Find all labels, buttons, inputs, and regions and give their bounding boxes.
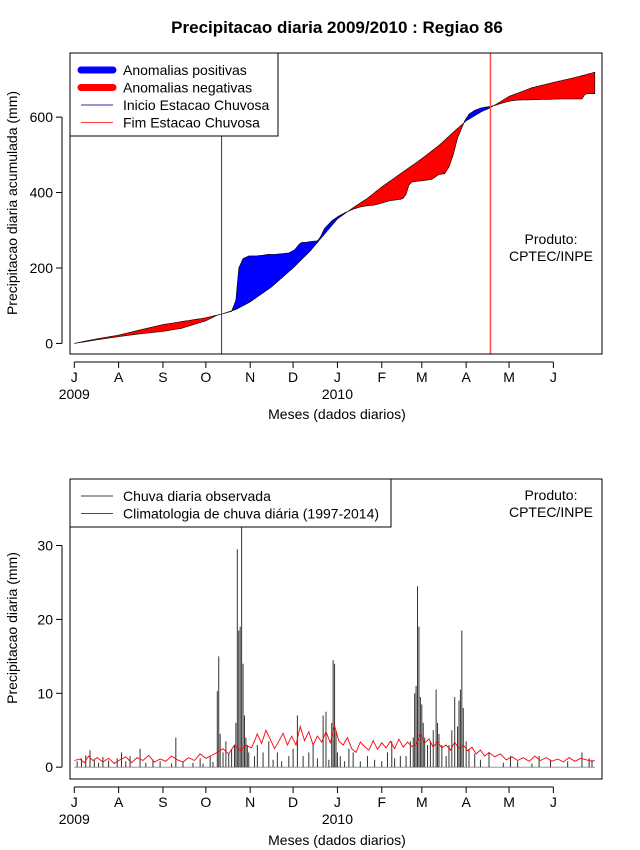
legend-label: Anomalias negativas [123, 80, 252, 96]
x-tick-label: M [503, 369, 515, 385]
legend-label: Inicio Estacao Chuvosa [123, 97, 270, 113]
legend-accumulated: Anomalias positivas Anomalias negativasIn… [69, 52, 279, 137]
x-tick-label: O [200, 369, 211, 385]
year-label: 2010 [322, 386, 353, 402]
x-tick-label: D [288, 794, 298, 810]
x-tick-label: F [377, 794, 386, 810]
year-label: 2009 [59, 386, 90, 402]
legend-label: Anomalias positivas [123, 62, 247, 78]
x-tick-label: O [200, 794, 211, 810]
x-tick-label: A [461, 794, 471, 810]
negative-anomaly-area [348, 120, 466, 212]
y-axis-label-accumulated: Precipitacao diaria acumulada (mm) [4, 91, 20, 315]
year-label: 2010 [322, 811, 353, 827]
positive-anomaly-area [232, 210, 350, 311]
x-tick-label: A [114, 794, 124, 810]
legend-label: Fim Estacao Chuvosa [123, 115, 260, 131]
negative-anomaly-area [75, 313, 222, 344]
x-tick-label: F [377, 369, 386, 385]
y-tick-label: 0 [45, 759, 53, 775]
x-tick-label: J [334, 794, 341, 810]
annotation-line: CPTEC/INPE [509, 248, 593, 264]
x-tick-label: D [288, 369, 298, 385]
x-tick-label: A [461, 369, 471, 385]
legend-daily: Chuva diaria observada Climatologia de ch… [69, 478, 392, 528]
x-tick-label: J [334, 369, 341, 385]
y-tick-label: 200 [30, 260, 54, 276]
annotation-line: Produto: [525, 487, 578, 503]
panel-accumulated: Precipitacao diaria 2009/2010 : Regiao 8… [4, 18, 603, 422]
x-axis-label-daily: Meses (dados diarios) [268, 832, 406, 848]
x-tick-label: N [245, 794, 255, 810]
plot-frame-accumulated [69, 52, 603, 355]
y-axis-label-daily: Precipitacao diaria (mm) [4, 552, 20, 704]
x-tick-label: J [71, 794, 78, 810]
chart-title: Precipitacao diaria 2009/2010 : Regiao 8… [171, 18, 503, 37]
x-tick-label: J [550, 369, 557, 385]
y-tick-label: 600 [30, 109, 54, 125]
negative-anomaly-area [494, 71, 596, 106]
annotation-line: CPTEC/INPE [509, 504, 593, 520]
y-tick-label: 0 [45, 335, 53, 351]
x-tick-label: J [550, 794, 557, 810]
annotation-line: Produto: [525, 231, 578, 247]
x-axis-label-accumulated: Meses (dados diarios) [268, 406, 406, 422]
x-tick-label: M [416, 794, 428, 810]
y-tick-label: 10 [37, 685, 53, 701]
x-tick-label: A [114, 369, 124, 385]
x-tick-label: N [245, 369, 255, 385]
product-annotation-daily: Produto: CPTEC/INPE [509, 487, 593, 520]
product-annotation-accumulated: Produto: CPTEC/INPE [509, 231, 593, 264]
x-tick-label: M [416, 369, 428, 385]
x-tick-label: J [71, 369, 78, 385]
year-label: 2009 [59, 811, 90, 827]
negative-anomaly-area [222, 307, 234, 314]
climatology-line [74, 724, 595, 765]
y-tick-label: 20 [37, 611, 53, 627]
legend-label: Chuva diaria observada [123, 488, 271, 504]
legend-box [69, 478, 392, 528]
plot-area-daily [74, 523, 595, 768]
x-tick-label: M [503, 794, 515, 810]
x-tick-label: S [158, 794, 167, 810]
x-tick-label: S [158, 369, 167, 385]
y-tick-label: 30 [37, 538, 53, 554]
legend-label: Climatologia de chuva diária (1997-2014) [123, 506, 379, 522]
y-tick-label: 400 [30, 185, 54, 201]
